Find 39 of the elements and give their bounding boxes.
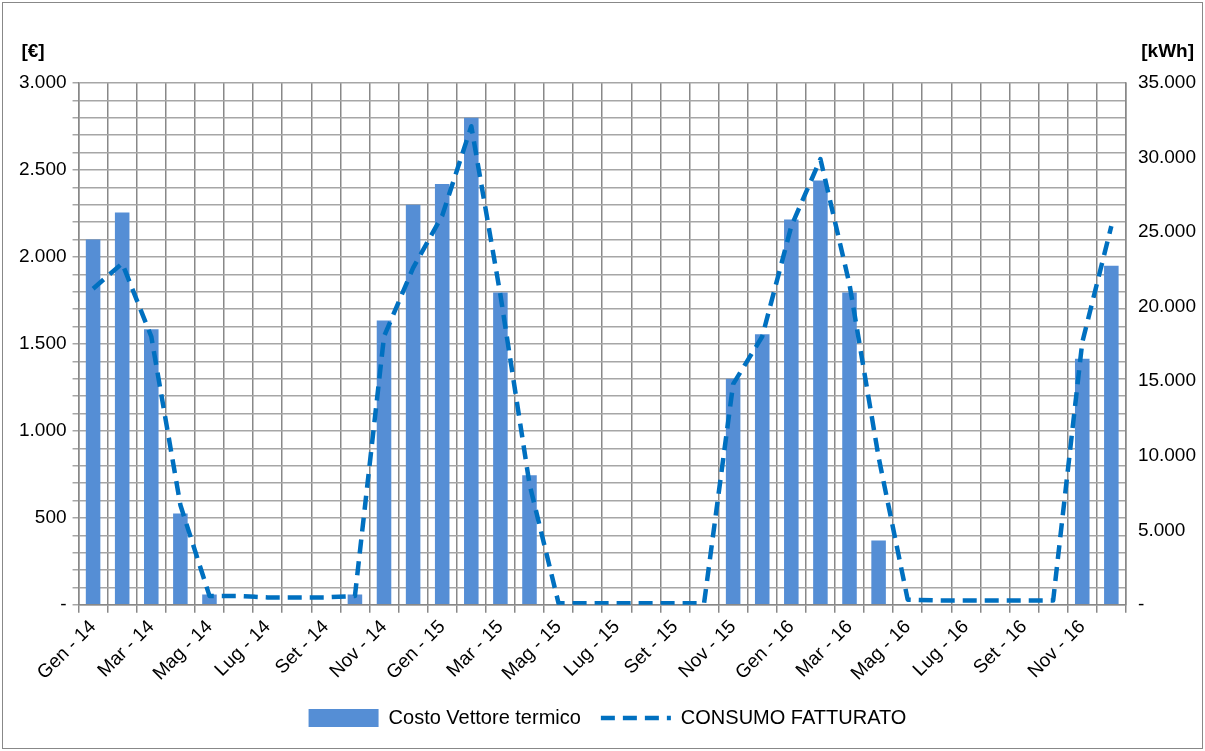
line-series — [90, 123, 1114, 605]
x-tick-label: Lug - 15 — [559, 615, 624, 680]
y-tick-label: 1.000 — [19, 419, 67, 441]
y2-tick-label: - — [1137, 593, 1145, 615]
y-axis-title: [€] — [21, 39, 45, 61]
bar — [754, 334, 770, 605]
bar — [1074, 358, 1090, 605]
bar — [493, 292, 508, 605]
y-tick-label: - — [60, 593, 67, 615]
y-tick-label: 500 — [34, 506, 67, 528]
y2-tick-label: 35.000 — [1137, 71, 1197, 93]
y2-tick-label: 5.000 — [1137, 518, 1186, 540]
y2-tick-label: 10.000 — [1137, 443, 1197, 465]
bar — [434, 183, 450, 605]
bar — [376, 320, 392, 605]
y-tick-label: 2.000 — [19, 245, 67, 267]
y-tick-label: 2.500 — [19, 158, 67, 180]
y2-tick-label: 15.000 — [1137, 369, 1197, 391]
legend-label: CONSUMO FATTURATO — [680, 705, 907, 728]
bar — [405, 204, 421, 605]
y-tick-label: 3.000 — [19, 71, 67, 93]
y2-tick-label: 25.000 — [1137, 220, 1197, 242]
y2-axis-title: [kWh] — [1141, 39, 1194, 61]
bar — [85, 239, 101, 605]
bar — [842, 292, 857, 605]
bar — [464, 117, 479, 605]
bar — [1104, 265, 1119, 605]
y2-tick-label: 30.000 — [1137, 145, 1197, 167]
y-tick-label: 1.500 — [19, 332, 67, 354]
y2-tick-label: 20.000 — [1137, 294, 1197, 316]
bar — [144, 329, 159, 605]
bar — [871, 540, 886, 605]
legend-label: Costo Vettore termico — [388, 705, 581, 728]
bar — [813, 180, 828, 605]
bar — [784, 219, 799, 605]
bar — [725, 378, 741, 605]
bar — [522, 475, 537, 605]
bar — [114, 212, 130, 605]
bar — [173, 513, 188, 605]
